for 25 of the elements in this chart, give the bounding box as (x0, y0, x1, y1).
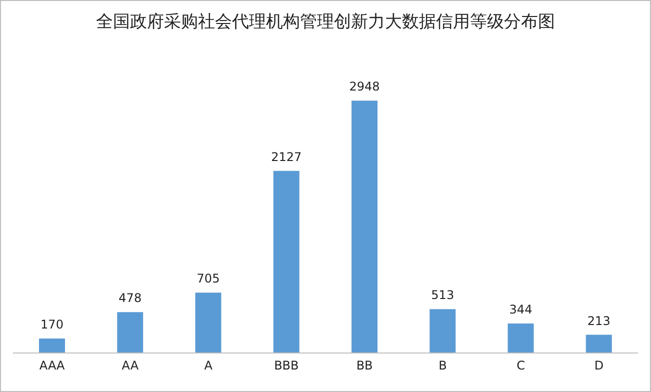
x-tick-label: C (516, 358, 526, 373)
x-tick-label: B (438, 358, 447, 373)
data-label: 705 (196, 272, 220, 286)
data-label: 2127 (271, 150, 302, 164)
bar (117, 312, 144, 353)
x-tick-label: BBB (274, 358, 299, 373)
data-label: 513 (431, 288, 454, 302)
chart-title: 全国政府采购社会代理机构管理创新力大数据信用等级分布图 (95, 11, 556, 33)
x-tick-label: AA (122, 358, 140, 373)
x-tick-label: AAA (39, 358, 66, 373)
bar (195, 292, 222, 353)
data-label: 213 (587, 314, 610, 328)
x-tick-label: D (594, 358, 604, 373)
bar (508, 324, 534, 353)
data-label: 170 (40, 317, 64, 332)
bar (430, 309, 456, 353)
bar (39, 338, 65, 353)
data-label: 2948 (349, 80, 380, 94)
bar (352, 100, 378, 353)
bar (586, 334, 612, 353)
x-tick-label: BB (356, 358, 373, 373)
data-label: 478 (118, 291, 142, 306)
bar (273, 170, 300, 353)
x-tick-label: A (204, 358, 214, 373)
data-label: 344 (509, 302, 532, 317)
